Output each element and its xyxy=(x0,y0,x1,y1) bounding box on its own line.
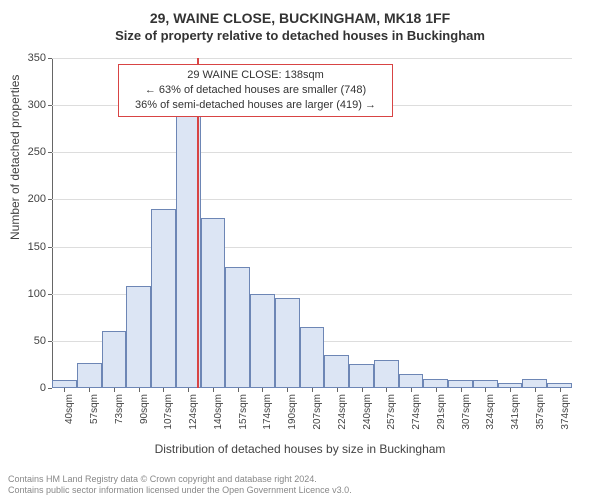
xtick-mark xyxy=(362,388,363,392)
xtick-label: 107sqm xyxy=(163,394,174,434)
xtick-mark xyxy=(337,388,338,392)
page-title: 29, WAINE CLOSE, BUCKINGHAM, MK18 1FF xyxy=(0,0,600,26)
histogram-bar xyxy=(324,355,349,388)
histogram-bar xyxy=(349,364,374,388)
chart-subtitle: Size of property relative to detached ho… xyxy=(0,26,600,43)
xtick-mark xyxy=(64,388,65,392)
histogram-bar xyxy=(201,218,226,388)
xtick-label: 240sqm xyxy=(362,394,373,434)
xtick-label: 274sqm xyxy=(411,394,422,434)
annotation-box: 29 WAINE CLOSE: 138sqm ← 63% of detached… xyxy=(118,64,393,117)
ytick-mark xyxy=(48,105,52,106)
histogram-bar xyxy=(126,286,151,388)
xtick-label: 174sqm xyxy=(262,394,273,434)
xtick-label: 341sqm xyxy=(510,394,521,434)
histogram-bar xyxy=(300,327,325,388)
ytick-label: 150 xyxy=(16,241,46,253)
xtick-mark xyxy=(89,388,90,392)
xtick-mark xyxy=(535,388,536,392)
histogram-bar xyxy=(399,374,424,388)
annotation-line-3: 36% of semi-detached houses are larger (… xyxy=(125,98,386,113)
footer-line-1: Contains HM Land Registry data © Crown c… xyxy=(8,474,352,485)
footer-attribution: Contains HM Land Registry data © Crown c… xyxy=(8,474,352,496)
histogram-bar xyxy=(77,363,102,388)
ytick-label: 300 xyxy=(16,99,46,111)
histogram-bar xyxy=(102,331,127,388)
histogram-bar xyxy=(52,380,77,388)
xtick-mark xyxy=(485,388,486,392)
ytick-label: 0 xyxy=(16,382,46,394)
xtick-label: 57sqm xyxy=(89,394,100,434)
ytick-mark xyxy=(48,341,52,342)
ytick-mark xyxy=(48,388,52,389)
xtick-mark xyxy=(213,388,214,392)
xtick-label: 257sqm xyxy=(386,394,397,434)
xtick-mark xyxy=(411,388,412,392)
histogram-bar xyxy=(250,294,275,388)
xtick-mark xyxy=(312,388,313,392)
ytick-mark xyxy=(48,247,52,248)
ytick-label: 250 xyxy=(16,146,46,158)
xtick-label: 224sqm xyxy=(337,394,348,434)
xtick-label: 207sqm xyxy=(312,394,323,434)
grid-line xyxy=(52,247,572,248)
xtick-label: 374sqm xyxy=(560,394,571,434)
xtick-label: 90sqm xyxy=(139,394,150,434)
ytick-mark xyxy=(48,152,52,153)
histogram-bar xyxy=(275,298,300,388)
xtick-mark xyxy=(287,388,288,392)
xtick-label: 324sqm xyxy=(485,394,496,434)
xtick-label: 124sqm xyxy=(188,394,199,434)
xtick-mark xyxy=(510,388,511,392)
xtick-label: 190sqm xyxy=(287,394,298,434)
ytick-label: 200 xyxy=(16,193,46,205)
xtick-label: 73sqm xyxy=(114,394,125,434)
xtick-label: 140sqm xyxy=(213,394,224,434)
xtick-label: 357sqm xyxy=(535,394,546,434)
ytick-label: 350 xyxy=(16,52,46,64)
ytick-mark xyxy=(48,294,52,295)
xtick-mark xyxy=(188,388,189,392)
grid-line xyxy=(52,152,572,153)
histogram-bar xyxy=(423,379,448,388)
ytick-label: 100 xyxy=(16,288,46,300)
y-axis-line xyxy=(52,58,53,388)
xtick-label: 40sqm xyxy=(64,394,75,434)
xtick-mark xyxy=(238,388,239,392)
grid-line xyxy=(52,58,572,59)
xtick-mark xyxy=(436,388,437,392)
annotation-line-1: 29 WAINE CLOSE: 138sqm xyxy=(125,68,386,83)
xtick-label: 157sqm xyxy=(238,394,249,434)
xtick-mark xyxy=(461,388,462,392)
xtick-label: 291sqm xyxy=(436,394,447,434)
ytick-label: 50 xyxy=(16,335,46,347)
histogram-bar xyxy=(374,360,399,388)
xtick-mark xyxy=(139,388,140,392)
histogram-bar xyxy=(522,379,547,388)
histogram-bar xyxy=(225,267,250,388)
xtick-mark xyxy=(163,388,164,392)
xtick-mark xyxy=(560,388,561,392)
ytick-mark xyxy=(48,58,52,59)
chart-page: 29, WAINE CLOSE, BUCKINGHAM, MK18 1FF Si… xyxy=(0,0,600,500)
annotation-line-2: ← 63% of detached houses are smaller (74… xyxy=(125,83,386,98)
xtick-mark xyxy=(386,388,387,392)
histogram-bar xyxy=(473,380,498,388)
grid-line xyxy=(52,199,572,200)
footer-line-2: Contains public sector information licen… xyxy=(8,485,352,496)
xtick-label: 307sqm xyxy=(461,394,472,434)
xtick-mark xyxy=(114,388,115,392)
xtick-mark xyxy=(262,388,263,392)
x-axis-title: Distribution of detached houses by size … xyxy=(0,442,600,456)
ytick-mark xyxy=(48,199,52,200)
histogram-bar xyxy=(151,209,176,388)
histogram-bar xyxy=(448,380,473,388)
